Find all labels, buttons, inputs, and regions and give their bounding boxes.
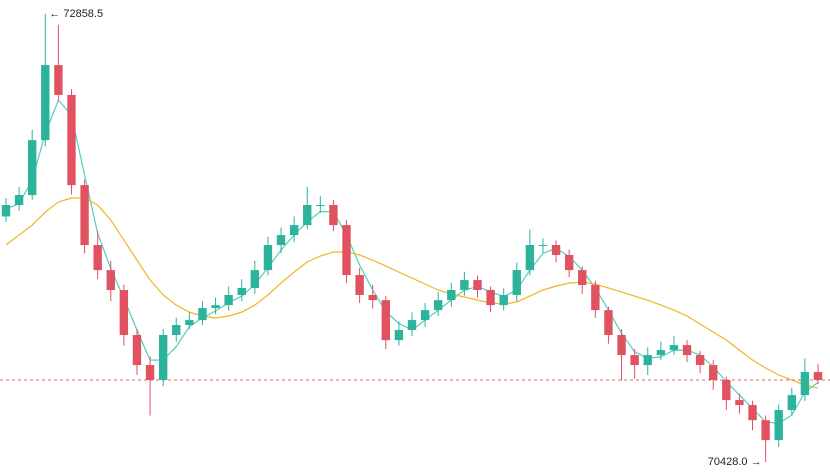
candle-body (591, 285, 600, 311)
candle-body (198, 308, 207, 321)
candle-body (355, 275, 364, 295)
candle-body (158, 334, 168, 380)
candle-body (525, 245, 535, 271)
candle-body (211, 305, 220, 309)
candle-body (106, 270, 115, 291)
candle-body (564, 254, 574, 271)
candle-body (578, 270, 587, 286)
candle-body (185, 320, 194, 326)
candle-body (303, 205, 312, 226)
candle-body (237, 287, 246, 295)
candle-body (617, 334, 626, 356)
candle-body (381, 300, 390, 341)
candle-body (434, 300, 443, 311)
candle-body (54, 65, 63, 95)
candle-body (774, 410, 783, 441)
candle-body (407, 320, 417, 331)
candle-body (748, 405, 757, 421)
moving-average-line (5, 98, 819, 425)
candle-body (722, 379, 731, 401)
candle-body (800, 372, 810, 396)
candle-body (630, 355, 639, 366)
candle-body (813, 372, 823, 380)
candle-body (263, 245, 273, 271)
candle-body (119, 290, 129, 335)
moving-average-line (5, 197, 819, 389)
candle-body (41, 65, 50, 141)
candle-body (499, 294, 508, 306)
candle-body (695, 355, 705, 366)
candle-body (604, 310, 613, 335)
candle-body (172, 325, 181, 335)
candle-body (250, 270, 260, 288)
candle-body (735, 400, 744, 406)
candle-body (329, 205, 338, 226)
candle-body (447, 290, 456, 301)
candle-body (486, 290, 495, 306)
candle-body (132, 334, 142, 366)
candle-body (342, 225, 351, 276)
candle-body (276, 235, 286, 246)
candle-body (1, 205, 11, 217)
candle-body (761, 420, 770, 441)
candle-body (14, 195, 24, 206)
candle-body (394, 330, 404, 341)
candle-body (787, 395, 796, 411)
candle-body (224, 294, 233, 306)
candle-body (316, 205, 325, 207)
candle-body (473, 280, 482, 291)
candle-body (28, 140, 37, 196)
candle-body (145, 365, 155, 380)
candle-body (368, 294, 377, 301)
high-label: ← 72858.5 (49, 8, 103, 20)
candle-body (93, 245, 102, 271)
candle-body (538, 245, 548, 247)
candle-body (709, 365, 718, 380)
candle-body (643, 355, 652, 366)
low-label: 70428.0 → (708, 456, 762, 468)
candle-body (669, 345, 679, 351)
candle-body (656, 350, 666, 356)
candle-body (682, 345, 692, 356)
candle-body (460, 280, 469, 291)
candle-body (512, 270, 521, 295)
candle-body (420, 310, 430, 321)
candle-body (80, 185, 89, 246)
candle-body (289, 225, 299, 236)
candle-body (551, 245, 561, 255)
candle-body (67, 94, 76, 186)
